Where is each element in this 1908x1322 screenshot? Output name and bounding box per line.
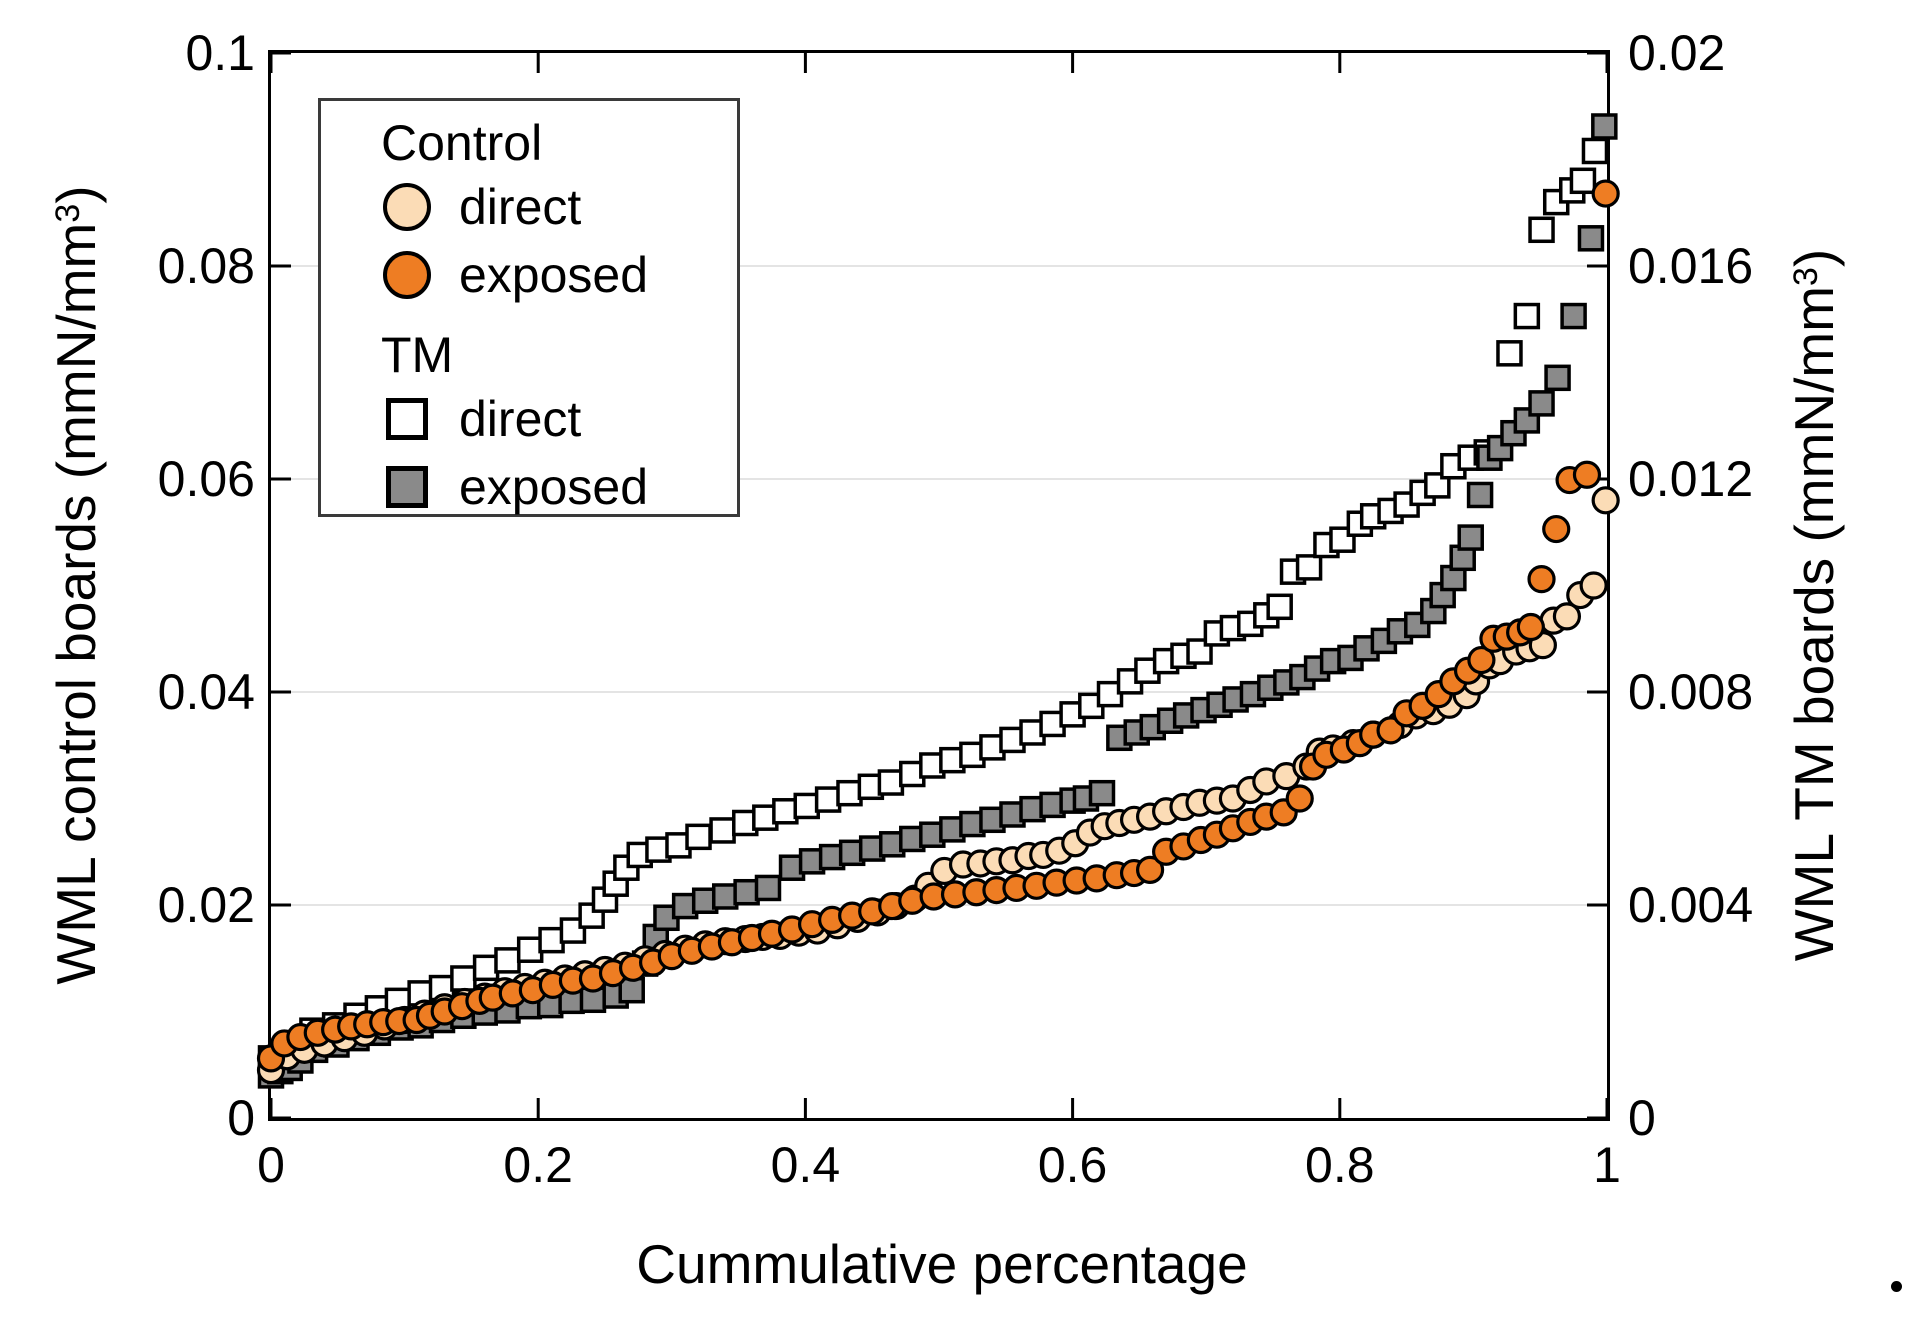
marker-tm-exposed [1544,364,1571,392]
left-axis-title-text: WML control boards (mmN/mm [45,222,107,985]
marker-tm-exposed [754,874,782,902]
marker-tm-direct [877,769,905,796]
marker-control-direct [1579,571,1608,600]
legend-label: exposed [459,247,649,303]
left-axis-title: WML control boards (mmN/mm3) [38,0,107,1185]
legend-item-control-direct: direct [381,173,737,241]
marker-tm-direct [1295,554,1323,581]
marker-control-exposed [1376,716,1405,745]
marker-tm-direct [1569,167,1597,195]
right-tick-label: 0.012 [1628,451,1754,507]
marker-tm-exposed [733,878,760,906]
left-axis-title-close: ) [45,185,107,204]
right-tick-label: 0.004 [1628,877,1754,933]
marker-tm-direct [472,954,500,982]
right-axis-title-close: ) [1783,248,1845,268]
legend-item-tm-exposed: exposed [381,453,737,521]
left-tick-label: 0.1 [185,25,255,81]
right-tick-label: 0.008 [1628,664,1754,720]
left-tick-label: 0.06 [157,451,255,507]
control-direct-marker-icon [381,183,433,231]
marker-control-exposed [1516,612,1545,642]
marker-tm-direct [1581,137,1609,165]
right-tick-label: 0 [1628,1090,1656,1146]
marker-tm-direct [1496,340,1523,367]
plot-frame [268,50,1610,1121]
legend-label: direct [459,391,582,447]
right-axis-title: WML TM boards (mmN/mm3) [1776,5,1845,1205]
marker-control-direct [1591,486,1620,515]
tm-exposed-marker-icon [381,466,433,508]
left-tick-label: 0.04 [157,664,255,720]
chart-canvas [256,51,1620,1120]
marker-tm-direct [685,823,712,851]
marker-tm-exposed [711,883,739,910]
legend-header-tm: TM [381,327,454,383]
circle-swatch-orange [383,251,431,299]
square-swatch-gray [386,466,428,508]
marker-control-exposed [1572,460,1602,489]
legend-item-tm-direct: direct [381,385,737,453]
x-tick-label: 0 [257,1137,285,1193]
marker-tm-exposed [1466,481,1494,509]
marker-tm-direct [516,936,544,963]
x-axis-title: Cummulative percentage [636,1233,1248,1295]
marker-control-direct [1552,602,1582,631]
marker-tm-exposed [1457,524,1484,551]
x-tick-label: 0.6 [1037,1137,1108,1193]
control-exposed-marker-icon [381,251,433,299]
right-tick-label: 0.02 [1628,25,1726,81]
marker-tm-direct [772,798,799,825]
left-tick-label: 0.08 [157,238,255,294]
x-tick-label: 0.4 [770,1137,841,1193]
stray-dot-artifact [1891,1281,1902,1292]
right-tick-label: 0.016 [1628,238,1754,294]
marker-tm-direct [1513,302,1541,330]
x-tick-label: 0.8 [1305,1137,1375,1193]
x-tick-label: 0.2 [503,1137,573,1193]
legend-item-control-exposed: exposed [381,241,737,309]
marker-tm-direct [1266,593,1293,621]
marker-tm-direct [709,817,736,844]
left-tick-label: 0.02 [157,877,255,933]
right-axis-title-text: WML TM boards (mmN/mm [1783,285,1845,962]
marker-control-exposed [1542,514,1571,544]
marker-control-exposed [1285,784,1314,813]
marker-control-exposed [1467,645,1496,675]
marker-tm-exposed [1560,302,1587,330]
legend-header-control: Control [381,115,543,171]
marker-tm-exposed [1591,113,1618,140]
marker-control-exposed [1527,565,1556,594]
legend-label: exposed [459,459,649,515]
left-tick-label: 0 [227,1090,255,1146]
marker-control-exposed [1135,855,1165,884]
marker-control-exposed [1591,179,1620,208]
marker-tm-direct [793,792,820,820]
marker-tm-direct [450,965,477,992]
marker-tm-direct [814,786,842,813]
square-swatch-white [386,398,428,440]
marker-tm-direct [538,926,565,954]
left-axis-title-sup: 3 [49,203,87,223]
marker-tm-exposed [1528,390,1555,417]
marker-tm-direct [1528,216,1555,244]
circle-swatch-light [383,183,431,231]
marker-tm-direct [836,779,863,807]
right-axis-title-sup: 3 [1787,267,1825,286]
legend-label: direct [459,179,582,235]
marker-tm-exposed [1577,225,1605,252]
x-tick-label: 1 [1593,1137,1621,1193]
marker-tm-direct [494,947,521,974]
tm-direct-marker-icon [381,398,433,440]
marker-tm-exposed [1088,779,1116,807]
legend-box: Control direct exposed TM direct exposed [318,98,740,517]
marker-tm-direct [1424,472,1451,499]
